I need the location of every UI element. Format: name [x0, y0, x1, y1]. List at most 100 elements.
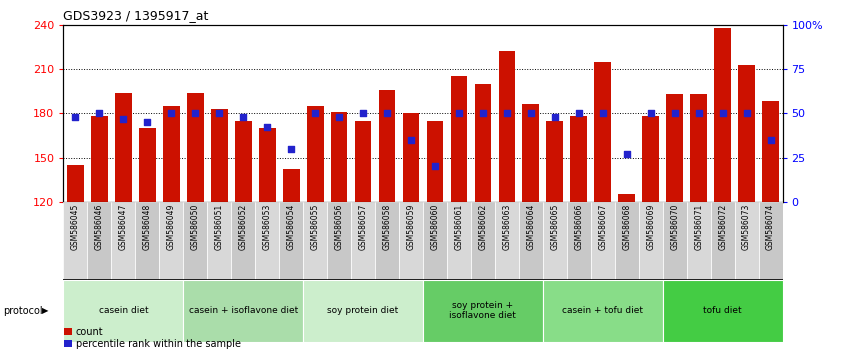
Bar — [184, 280, 303, 342]
Bar — [667, 94, 683, 202]
Text: GDS3923 / 1395917_at: GDS3923 / 1395917_at — [63, 9, 209, 22]
Bar — [547, 121, 563, 202]
Bar — [87, 202, 112, 280]
Bar — [231, 202, 255, 280]
Point — [92, 110, 106, 116]
Point — [332, 114, 346, 120]
Bar — [739, 65, 755, 202]
Point — [692, 110, 706, 116]
Bar — [63, 202, 87, 280]
Text: GSM586053: GSM586053 — [263, 204, 272, 251]
Bar — [662, 202, 687, 280]
Bar — [714, 28, 731, 202]
Point — [500, 110, 514, 116]
Point — [117, 116, 130, 121]
Bar — [351, 202, 375, 280]
Bar — [471, 202, 495, 280]
Bar — [618, 194, 635, 202]
Bar — [279, 202, 303, 280]
Bar — [690, 94, 707, 202]
Point — [189, 110, 202, 116]
Bar — [399, 202, 423, 280]
Bar — [595, 62, 611, 202]
Bar — [207, 202, 231, 280]
Point — [596, 110, 609, 116]
Text: soy protein diet: soy protein diet — [327, 306, 398, 315]
Text: GSM586060: GSM586060 — [431, 204, 439, 251]
Point — [140, 119, 154, 125]
Point — [764, 137, 777, 143]
Bar — [495, 202, 519, 280]
Text: GSM586067: GSM586067 — [598, 204, 607, 251]
Bar — [159, 202, 184, 280]
Text: GSM586048: GSM586048 — [143, 204, 151, 250]
Bar — [235, 121, 251, 202]
Point — [452, 110, 465, 116]
Bar — [451, 76, 467, 202]
Point — [548, 114, 562, 120]
Bar — [375, 202, 399, 280]
Bar — [570, 116, 587, 202]
Bar — [759, 202, 783, 280]
Point — [261, 125, 274, 130]
Text: GSM586058: GSM586058 — [382, 204, 392, 250]
Point — [380, 110, 393, 116]
Bar — [115, 93, 132, 202]
Bar — [184, 202, 207, 280]
Bar — [354, 121, 371, 202]
Bar — [642, 116, 659, 202]
Text: GSM586056: GSM586056 — [335, 204, 343, 251]
Text: GSM586049: GSM586049 — [167, 204, 176, 251]
Bar — [255, 202, 279, 280]
Bar — [423, 202, 447, 280]
Bar — [331, 112, 348, 202]
Text: GSM586068: GSM586068 — [623, 204, 631, 250]
Text: ▶: ▶ — [42, 306, 49, 315]
Point — [212, 110, 226, 116]
Bar — [112, 202, 135, 280]
Text: GSM586073: GSM586073 — [742, 204, 751, 251]
Bar — [423, 280, 543, 342]
Text: GSM586051: GSM586051 — [215, 204, 223, 250]
Text: GSM586055: GSM586055 — [310, 204, 320, 251]
Text: GSM586052: GSM586052 — [239, 204, 248, 250]
Text: GSM586063: GSM586063 — [503, 204, 511, 251]
Text: GSM586061: GSM586061 — [454, 204, 464, 250]
Bar — [762, 102, 779, 202]
Bar — [662, 280, 783, 342]
Point — [667, 110, 681, 116]
Text: GSM586071: GSM586071 — [695, 204, 703, 250]
Bar — [591, 202, 615, 280]
Point — [524, 110, 537, 116]
Bar — [379, 90, 395, 202]
Text: GSM586047: GSM586047 — [119, 204, 128, 251]
Bar — [426, 121, 443, 202]
Bar — [734, 202, 759, 280]
Point — [716, 110, 729, 116]
Point — [404, 137, 418, 143]
Point — [572, 110, 585, 116]
Bar — [63, 280, 184, 342]
Text: soy protein +
isoflavone diet: soy protein + isoflavone diet — [449, 301, 516, 320]
Text: casein + tofu diet: casein + tofu diet — [563, 306, 643, 315]
Point — [428, 164, 442, 169]
Point — [739, 110, 753, 116]
Bar — [447, 202, 471, 280]
Bar — [163, 106, 179, 202]
Bar — [67, 165, 84, 202]
Bar — [498, 51, 515, 202]
Bar — [139, 128, 156, 202]
Bar — [307, 106, 323, 202]
Point — [476, 110, 490, 116]
Point — [69, 114, 82, 120]
Point — [620, 151, 634, 157]
Bar — [303, 280, 423, 342]
Bar — [543, 202, 567, 280]
Text: GSM586070: GSM586070 — [670, 204, 679, 251]
Text: GSM586074: GSM586074 — [766, 204, 775, 251]
Bar — [283, 169, 299, 202]
Point — [284, 146, 298, 152]
Text: GSM586062: GSM586062 — [479, 204, 487, 250]
Bar — [543, 280, 662, 342]
Text: GSM586065: GSM586065 — [551, 204, 559, 251]
